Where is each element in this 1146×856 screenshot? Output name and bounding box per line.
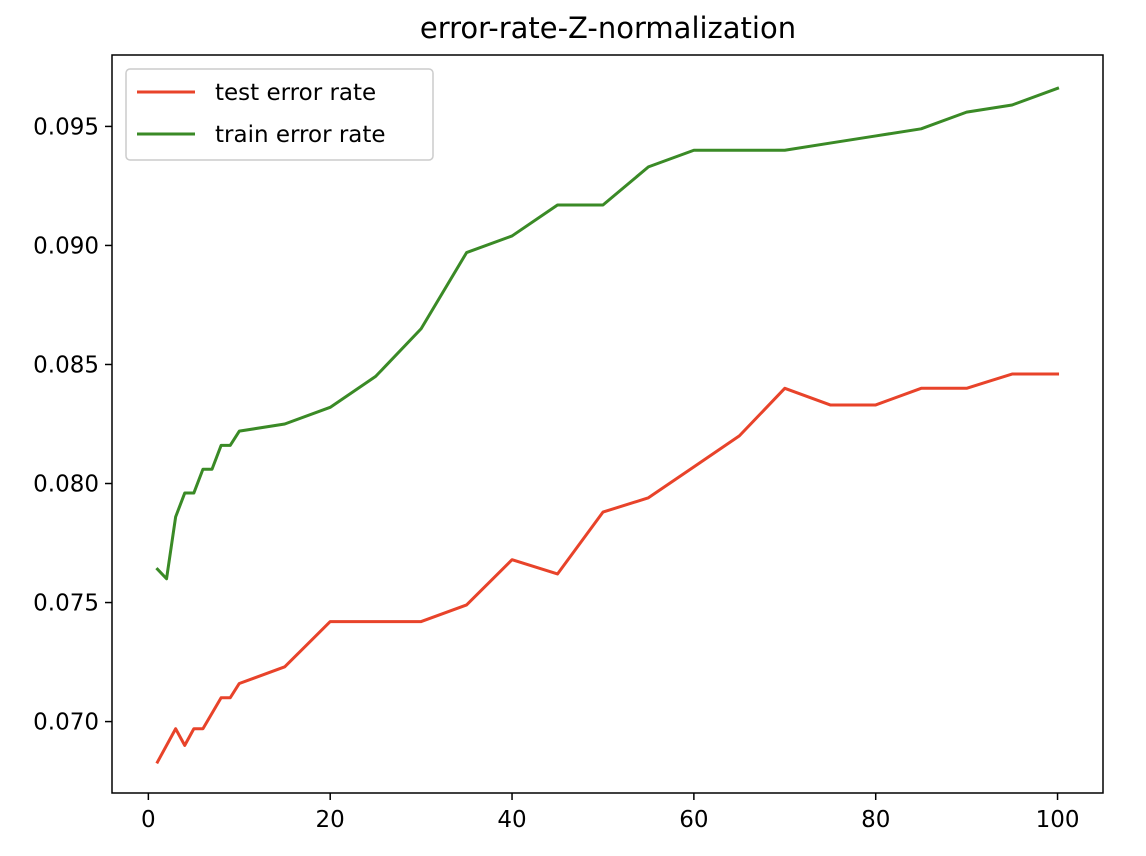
x-tick-label: 100: [1036, 807, 1080, 833]
y-tick-label: 0.070: [33, 710, 99, 736]
legend-box: [125, 68, 434, 161]
legend: test error rate train error rate: [125, 68, 434, 161]
x-axis: 0 20 40 60 80 100: [141, 793, 1079, 833]
y-axis: 0.070 0.075 0.080 0.085 0.090 0.095: [33, 114, 112, 736]
y-tick-label: 0.080: [33, 472, 99, 498]
y-tick-label: 0.085: [33, 352, 99, 378]
x-tick-label: 60: [679, 807, 708, 833]
chart-title: error-rate-Z-normalization: [420, 11, 796, 45]
y-tick-label: 0.095: [33, 114, 99, 140]
x-tick-label: 0: [141, 807, 156, 833]
legend-label-0: test error rate: [215, 80, 376, 106]
plot-frame: [111, 54, 1104, 794]
x-tick-label: 80: [861, 807, 890, 833]
plot-lines: [155, 86, 1060, 765]
y-tick-label: 0.075: [33, 591, 99, 617]
series-line-0: [155, 372, 1060, 765]
x-tick-label: 20: [316, 807, 345, 833]
x-tick-label: 40: [497, 807, 526, 833]
y-tick-label: 0.090: [33, 233, 99, 259]
series-line-1: [155, 86, 1060, 581]
legend-label-1: train error rate: [215, 122, 386, 148]
